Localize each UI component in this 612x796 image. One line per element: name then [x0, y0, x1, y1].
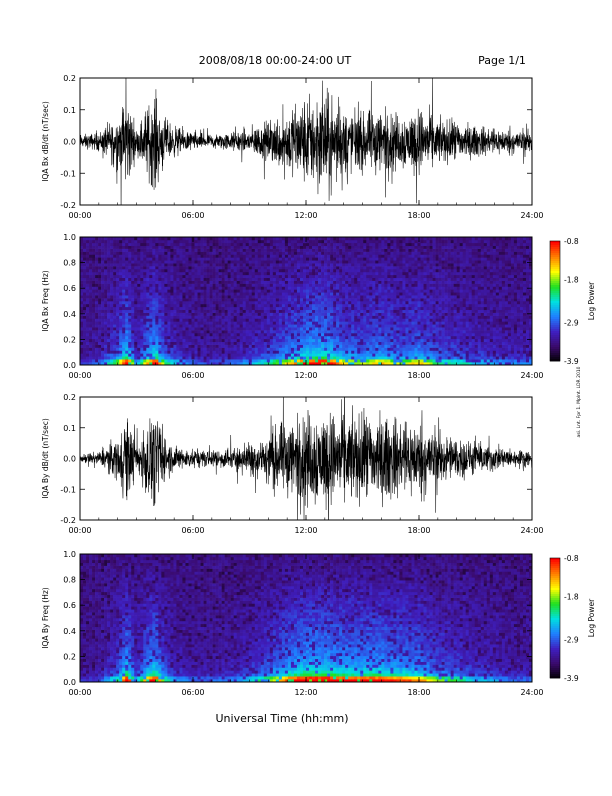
x-axis-label: Universal Time (hh:mm): [216, 712, 349, 725]
x-tick-label: 12:00: [294, 688, 317, 697]
colorbar-tick-label: -0.8: [564, 237, 579, 246]
y-tick-label: 0.4: [63, 310, 76, 319]
y-tick-label: 0.2: [63, 393, 76, 402]
y-tick-label: 0.2: [63, 652, 76, 661]
spectrogram-cells: [80, 554, 532, 682]
y-tick-label: 0.1: [63, 424, 76, 433]
x-tick-label: 12:00: [294, 371, 317, 380]
y-tick-label: -0.2: [60, 201, 76, 210]
y-axis-label: IQA Bx dB/dt (nT/sec): [41, 101, 50, 182]
page-number: Page 1/1: [478, 54, 526, 67]
y-tick-label: 0.0: [63, 138, 76, 147]
colorbar-tick-label: -2.9: [564, 318, 579, 327]
y-axis-label: IQA By dB/dt (nT/sec): [41, 418, 50, 499]
y-tick-label: 0.2: [63, 74, 76, 83]
y-tick-label: 1.0: [63, 233, 76, 242]
y-tick-label: 0.0: [63, 361, 76, 370]
colorbar-label: Log Power: [587, 598, 596, 637]
colorbar-tick-label: -3.9: [564, 357, 579, 366]
y-tick-label: 0.0: [63, 455, 76, 464]
x-tick-label: 00:00: [68, 688, 91, 697]
x-tick-label: 06:00: [181, 688, 204, 697]
x-tick-label: 24:00: [520, 688, 543, 697]
y-tick-label: -0.2: [60, 516, 76, 525]
x-tick-label: 18:00: [407, 211, 430, 220]
x-tick-label: 12:00: [294, 526, 317, 535]
x-tick-label: 06:00: [181, 371, 204, 380]
y-tick-label: 0.8: [63, 259, 76, 268]
x-tick-label: 24:00: [520, 371, 543, 380]
series-line: [80, 62, 532, 216]
x-tick-label: 24:00: [520, 211, 543, 220]
x-tick-label: 00:00: [68, 371, 91, 380]
x-tick-label: 00:00: [68, 526, 91, 535]
figure-title: 2008/08/18 00:00-24:00 UT: [199, 54, 352, 67]
colorbar-label: Log Power: [587, 281, 596, 320]
side-note: asi. Lnt. Fpr 1. Mplnt. LDR 2010: [576, 366, 582, 437]
y-tick-label: 0.4: [63, 627, 76, 636]
colorbar: -0.8 -1.8 -2.9 -3.9 Log Power: [550, 237, 596, 366]
colorbar-tick-label: -1.8: [564, 276, 579, 285]
y-tick-label: 0.6: [63, 601, 76, 610]
colorbar-tick-label: -0.8: [564, 554, 579, 563]
y-axis-label: IQA By Freq (Hz): [41, 587, 50, 649]
x-tick-label: 24:00: [520, 526, 543, 535]
panels-group: 0.2 0.1 0.0 -0.1 -0.2 IQA Bx dB/dt (nT/sec) 00…: [41, 62, 596, 697]
y-tick-label: 0.0: [63, 678, 76, 687]
colorbar-tick-label: -3.9: [564, 674, 579, 683]
y-tick-label: 0.2: [63, 335, 76, 344]
x-tick-label: 00:00: [68, 211, 91, 220]
colorbar: -0.8 -1.8 -2.9 -3.9 Log Power: [550, 554, 596, 683]
colorbar-tick-label: -1.8: [564, 593, 579, 602]
x-tick-label: 18:00: [407, 526, 430, 535]
colorbar-tick-label: -2.9: [564, 635, 579, 644]
y-tick-label: -0.1: [60, 485, 76, 494]
y-tick-label: 0.1: [63, 106, 76, 115]
x-tick-label: 18:00: [407, 688, 430, 697]
y-tick-label: -0.1: [60, 169, 76, 178]
y-axis-label: IQA Bx Freq (Hz): [41, 270, 50, 332]
x-tick-label: 12:00: [294, 211, 317, 220]
spectrogram-cells: [80, 237, 532, 365]
x-tick-label: 06:00: [181, 526, 204, 535]
series-line-group: [80, 62, 532, 216]
x-tick-label: 18:00: [407, 371, 430, 380]
x-tick-label: 06:00: [181, 211, 204, 220]
y-tick-label: 0.6: [63, 284, 76, 293]
y-tick-label: 1.0: [63, 550, 76, 559]
y-tick-label: 0.8: [63, 576, 76, 585]
